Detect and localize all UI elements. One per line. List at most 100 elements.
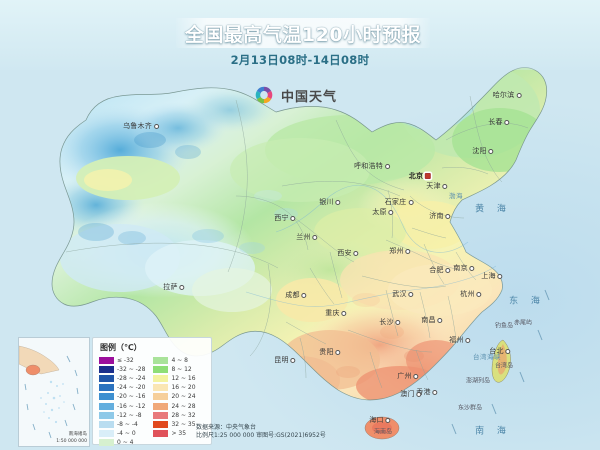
coastline <box>403 221 503 391</box>
legend-color-swatch <box>99 402 114 410</box>
city-label: 济南 <box>429 211 451 221</box>
legend-range-label: 20 ~ 24 <box>171 393 196 401</box>
city-marker-dot <box>488 148 494 154</box>
south-china-sea-inset-map: 南海诸岛 1:50 000 000 <box>18 337 90 447</box>
city-marker-dot <box>425 173 432 179</box>
legend-range-label: 32 ~ 35 <box>171 420 196 428</box>
city-marker-dot <box>516 92 522 98</box>
city-label: 太原 <box>372 207 394 217</box>
city-label: 南昌 <box>421 315 443 325</box>
legend-row: > 35 <box>153 430 195 438</box>
city-label-text: 兰州 <box>296 233 311 241</box>
city-label: 武汉 <box>392 289 414 299</box>
city-label-text: 台北 <box>489 347 504 355</box>
footer-credits: 数据来源：中央气象台 比例尺1:25 000 000 审图号:GS(2021)6… <box>196 424 326 440</box>
city-marker-dot <box>445 213 451 219</box>
forecast-period-subtitle: 2月13日08时-14日08时 <box>230 53 370 67</box>
legend-row: 20 ~ 24 <box>153 393 196 401</box>
legend-color-swatch <box>153 402 169 410</box>
city-label-text: 呼和浩特 <box>354 162 383 170</box>
city-marker-dot <box>504 119 510 125</box>
island-name-label: 澎湖列岛 <box>465 377 491 385</box>
city-marker-dot <box>395 319 401 325</box>
legend-range-label: 4 ~ 8 <box>171 356 188 364</box>
city-label: 广州 <box>397 371 419 381</box>
legend-color-swatch <box>99 356 114 364</box>
city-label-text: 西安 <box>337 249 352 257</box>
province-borders <box>65 95 529 389</box>
city-label: 兰州 <box>296 232 318 242</box>
city-label-text: 南昌 <box>421 316 436 324</box>
city-label-text: 贵阳 <box>319 348 334 356</box>
city-label-text: 合肥 <box>429 266 444 274</box>
city-label-text: 海口 <box>369 416 384 424</box>
legend-row: -32 ~ -28 <box>99 365 145 373</box>
city-label-text: 武汉 <box>392 290 407 298</box>
city-label: 澳门 <box>400 389 422 399</box>
inset-caption: 南海诸岛 <box>68 432 87 437</box>
south-sea-dash-line <box>451 289 550 435</box>
legend-color-swatch <box>99 374 114 382</box>
city-label-text: 沈阳 <box>472 147 487 155</box>
city-marker-dot <box>465 337 471 343</box>
city-label: 乌鲁木齐 <box>123 121 159 131</box>
legend-color-swatch <box>153 374 169 382</box>
legend-color-swatch <box>99 439 114 447</box>
city-label: 香港 <box>416 387 438 397</box>
legend-range-label: -32 ~ -28 <box>117 365 146 373</box>
legend-row: 4 ~ 8 <box>153 356 195 364</box>
city-label-text: 太原 <box>372 208 387 216</box>
hainan-island <box>364 416 400 440</box>
city-label: 南京 <box>453 263 475 273</box>
legend-row: -8 ~ -4 <box>99 420 145 428</box>
city-label: 重庆 <box>325 308 347 318</box>
city-label-text: 石家庄 <box>384 198 407 206</box>
rivers <box>245 184 497 307</box>
legend-color-swatch <box>153 411 169 419</box>
legend-row: -16 ~ -12 <box>99 402 145 410</box>
legend-color-swatch <box>153 356 169 364</box>
legend-range-label: -20 ~ -16 <box>117 393 146 401</box>
city-label-text: 香港 <box>416 388 431 396</box>
city-marker-dot <box>290 357 296 363</box>
city-label-text: 澳门 <box>400 390 415 398</box>
sea-name-label: 渤海 <box>449 192 463 200</box>
city-marker-dot <box>442 183 448 189</box>
city-label-text: 西宁 <box>274 214 289 222</box>
city-marker-dot <box>153 123 159 129</box>
sea-name-label: 黄 海 <box>475 204 511 215</box>
sea-name-label: 东 海 <box>509 296 545 307</box>
city-label: 沈阳 <box>472 146 494 156</box>
legend-color-swatch <box>153 384 169 392</box>
title-banner: 全国最高气温120小时预报 <box>176 18 430 48</box>
city-label-text: 拉萨 <box>163 283 178 291</box>
legend-title: 图例（℃） <box>100 343 142 352</box>
legend-row: -24 ~ -20 <box>99 384 145 392</box>
legend-row: -12 ~ -8 <box>99 411 145 419</box>
city-marker-dot <box>497 273 503 279</box>
city-label-text: 天津 <box>426 182 441 190</box>
legend-range-label: -4 ~ 0 <box>117 430 136 438</box>
island-name-label: 钓鱼岛 <box>494 322 514 330</box>
city-label-text: 昆明 <box>274 356 289 364</box>
city-marker-dot <box>416 391 422 397</box>
city-label: 哈尔滨 <box>493 90 522 100</box>
city-label: 福州 <box>449 335 471 345</box>
legend-range-label: 12 ~ 16 <box>171 374 196 382</box>
city-label: 郑州 <box>389 246 411 256</box>
city-marker-dot <box>388 209 394 215</box>
legend-row: 8 ~ 12 <box>153 365 195 373</box>
legend-color-swatch <box>99 365 114 373</box>
city-marker-dot <box>437 317 443 323</box>
city-label-text: 福州 <box>449 336 464 344</box>
city-label: 长沙 <box>379 317 401 327</box>
legend-range-label: 0 ~ 4 <box>117 439 134 447</box>
city-label-text: 成都 <box>285 291 300 299</box>
city-marker-dot <box>341 310 347 316</box>
city-marker-dot <box>505 348 511 354</box>
city-label: 贵阳 <box>319 347 341 357</box>
city-label: 杭州 <box>460 289 482 299</box>
